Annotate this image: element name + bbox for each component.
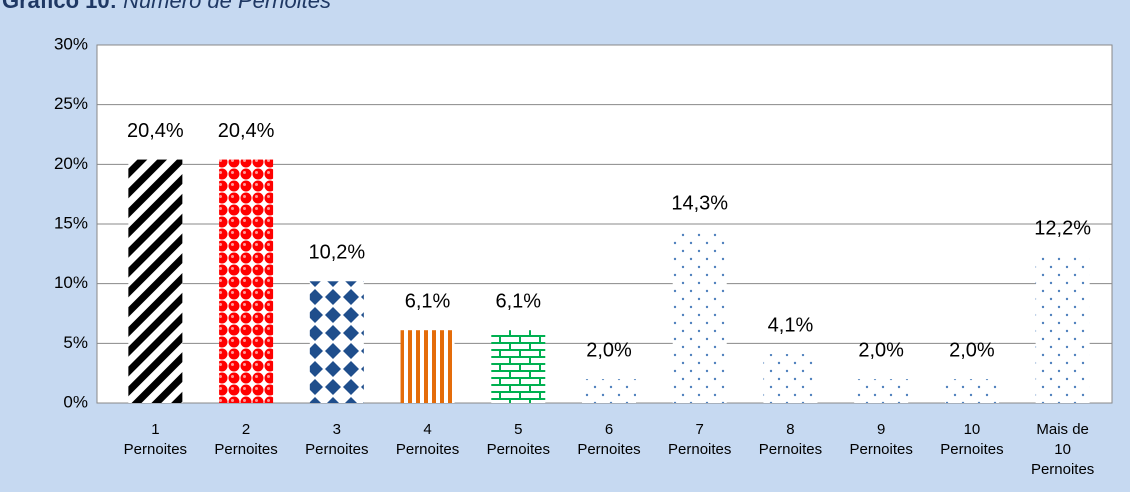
bar [309,281,364,403]
value-label: 2,0% [858,339,904,361]
bar [944,379,999,403]
y-tick-label: 30% [54,34,88,53]
bar [219,159,274,403]
value-label: 10,2% [308,242,365,264]
title-prefix: Gráfico 10: [2,0,117,13]
value-label: 20,4% [218,120,275,142]
bar [128,159,183,403]
x-tick-label: 6 Pernoites [577,421,640,458]
y-tick-label: 10% [54,273,88,292]
y-tick-label: 25% [54,94,88,113]
chart-title: Gráfico 10: Número de Pernoites [2,0,331,13]
x-tick-label: 4 Pernoites [396,421,459,458]
y-tick-label: 0% [63,392,88,411]
x-tick-label: 5 Pernoites [487,421,550,458]
value-label: 12,2% [1034,218,1091,240]
bar [1035,257,1090,403]
bar [582,379,636,403]
x-tick-label: 9 Pernoites [849,421,912,458]
x-tick-label: Mais de 10 Pernoites [1031,421,1094,478]
y-tick-label: 15% [54,213,88,232]
title-text: Número de Pernoites [123,0,331,13]
value-label: 20,4% [127,120,184,142]
value-label: 2,0% [586,339,632,361]
y-tick-label: 20% [54,154,88,173]
value-label: 14,3% [671,193,728,215]
x-tick-label: 2 Pernoites [214,421,277,458]
bar [672,232,727,403]
y-tick-label: 5% [63,333,88,352]
value-label: 4,1% [768,314,814,336]
x-tick-label: 3 Pernoites [305,421,368,458]
value-label: 6,1% [405,290,451,312]
value-label: 2,0% [949,339,995,361]
x-tick-label: 10 Pernoites [940,421,1003,458]
x-tick-label: 8 Pernoites [759,421,822,458]
bar [763,354,818,403]
value-label: 6,1% [495,290,541,312]
x-tick-label: 1 Pernoites [124,421,187,458]
bar [854,379,909,403]
x-tick-label: 7 Pernoites [668,421,731,458]
bar [491,330,546,403]
bar [400,330,455,403]
